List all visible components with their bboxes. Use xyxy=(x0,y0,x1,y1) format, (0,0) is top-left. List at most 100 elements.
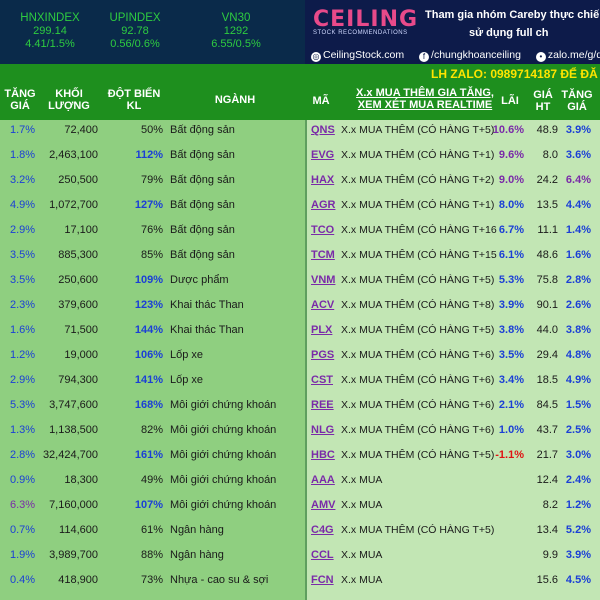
cell-code[interactable]: AAA xyxy=(311,474,335,486)
cell-volume: 1,072,700 xyxy=(49,199,98,211)
globe-icon: ◎ xyxy=(311,52,321,62)
table-row[interactable]: CCL X.x MUA 9.9 3.9% xyxy=(307,545,600,570)
table-row[interactable]: 1.7% 72,400 50% Bất động sản xyxy=(0,120,305,145)
cell-surge: 88% xyxy=(140,549,163,561)
table-row[interactable]: 2.3% 379,600 123% Khai thác Than xyxy=(0,295,305,320)
table-row[interactable]: 3.5% 885,300 85% Bất động sản xyxy=(0,245,305,270)
cell-surge: 79% xyxy=(140,174,163,186)
table-row[interactable]: C4G X.x MUA THÊM (CÓ HÀNG T+5) 13.4 5.2% xyxy=(307,520,600,545)
table-row[interactable]: 2.9% 17,100 76% Bất động sản xyxy=(0,220,305,245)
cell-code[interactable]: AGR xyxy=(311,199,336,211)
header-increase[interactable]: TĂNG GIÁ xyxy=(561,89,593,113)
cell-sector: Khai thác Than xyxy=(170,299,244,311)
cell-surge: 112% xyxy=(135,149,163,161)
header-price[interactable]: GIÁ HT xyxy=(533,89,553,113)
table-row[interactable]: 3.2% 250,500 79% Bất động sản xyxy=(0,170,305,195)
table-row[interactable]: TCO X.x MUA THÊM (CÓ HÀNG T+16 6.7% 11.1 1.4… xyxy=(307,220,600,245)
table-row[interactable]: NLG X.x MUA THÊM (CÓ HÀNG T+6) 1.0% 43.7 2.5… xyxy=(307,420,600,445)
cell-surge: 144% xyxy=(134,324,163,336)
table-row[interactable]: HAX X.x MUA THÊM (CÓ HÀNG T+2) 9.0% 24.2 6.4… xyxy=(307,170,600,195)
table-row[interactable]: AMV X.x MUA 8.2 1.2% xyxy=(307,495,600,520)
cell-code[interactable]: REE xyxy=(311,399,334,411)
table-row[interactable]: 6.3% 7,160,000 107% Môi giới chứng khoán xyxy=(0,495,305,520)
table-row[interactable]: QNS X.x MUA THÊM (CÓ HÀNG T+5) 10.6% 48.9 3.… xyxy=(307,120,600,145)
cell-code[interactable]: PLX xyxy=(311,324,333,336)
cell-code[interactable]: ACV xyxy=(311,299,335,311)
cell-code[interactable]: NLG xyxy=(311,424,335,436)
cell-code[interactable]: AMV xyxy=(311,499,336,511)
cell-code[interactable]: VNM xyxy=(311,274,336,286)
header-surge[interactable]: ĐỘT BIẾN KL xyxy=(107,88,161,112)
cell-increase: 1.2% xyxy=(565,499,591,511)
table-row[interactable]: 1.9% 3,989,700 88% Ngân hàng xyxy=(0,545,305,570)
cell-code[interactable]: TCM xyxy=(311,249,335,261)
table-row[interactable]: FCN X.x MUA 15.6 4.5% xyxy=(307,570,600,595)
table-row[interactable]: ACV X.x MUA THÊM (CÓ HÀNG T+8) 3.9% 90.1 2.6… xyxy=(307,295,600,320)
cell-volume: 7,160,000 xyxy=(49,499,98,511)
table-row[interactable]: 0.4% 418,900 73% Nhựa - cao su & sợi xyxy=(0,570,305,595)
cell-change: 3.2% xyxy=(10,174,36,186)
table-row[interactable]: TCM X.x MUA THÊM (CÓ HÀNG T+15 6.1% 48.6 1.6… xyxy=(307,245,600,270)
table-row[interactable]: VNM X.x MUA THÊM (CÓ HÀNG T+5) 5.3% 75.8 2.8… xyxy=(307,270,600,295)
cell-code[interactable]: CCL xyxy=(311,549,334,561)
table-row[interactable]: 1.3% 1,138,500 82% Môi giới chứng khoán xyxy=(0,420,305,445)
cell-profit: 1.0% xyxy=(498,424,524,436)
table-row[interactable]: AAA X.x MUA 12.4 2.4% xyxy=(307,470,600,495)
zalo-link[interactable]: •zalo.me/g/qgt xyxy=(535,49,600,62)
cell-code[interactable]: TCO xyxy=(311,224,335,236)
header-sector[interactable]: NGÀNH xyxy=(214,94,256,106)
zalo-contact: LH ZALO: 0989714187 ĐỂ ĐĂ xyxy=(431,67,598,81)
table-row[interactable]: EVG X.x MUA THÊM (CÓ HÀNG T+1) 9.6% 8.0 3.6% xyxy=(307,145,600,170)
cell-change: 0.4% xyxy=(10,574,36,586)
cell-price: 29.4 xyxy=(536,349,558,361)
table-row[interactable]: PGS X.x MUA THÊM (CÓ HÀNG T+6) 3.5% 29.4 4.8… xyxy=(307,345,600,370)
website-link[interactable]: ◎ CeilingStock.com xyxy=(311,49,405,62)
header-change[interactable]: TĂNG GIÁ xyxy=(4,88,36,112)
header-note[interactable]: X.x MUA THÊM GIA TĂNG, XEM XÉT MUA REALT… xyxy=(356,87,494,111)
table-row[interactable]: 5.3% 3,747,600 168% Môi giới chứng khoán xyxy=(0,395,305,420)
cell-surge: 123% xyxy=(134,299,163,311)
cell-profit: 2.1% xyxy=(498,399,524,411)
cell-volume: 885,300 xyxy=(58,249,98,261)
cell-increase: 1.4% xyxy=(565,224,591,236)
table-row[interactable]: CST X.x MUA THÊM (CÓ HÀNG T+6) 3.4% 18.5 4.9… xyxy=(307,370,600,395)
cell-profit: -1.1% xyxy=(495,449,524,461)
cell-profit: 3.9% xyxy=(498,299,524,311)
header-volume[interactable]: KHỐI LƯỢNG xyxy=(48,88,90,112)
promo-line-1: Tham gia nhóm Careby thực chiến, xyxy=(425,9,600,21)
table-row[interactable]: PLX X.x MUA THÊM (CÓ HÀNG T+5) 3.8% 44.0 3.8… xyxy=(307,320,600,345)
table-row[interactable]: REE X.x MUA THÊM (CÓ HÀNG T+6) 2.1% 84.5 1.5… xyxy=(307,395,600,420)
cell-code[interactable]: HBC xyxy=(311,449,335,461)
table-row[interactable]: 4.9% 1,072,700 127% Bất động sản xyxy=(0,195,305,220)
cell-code[interactable]: QNS xyxy=(311,124,335,136)
table-row[interactable]: HBC X.x MUA THÊM (CÓ HÀNG T+5) -1.1% 21.7 3.… xyxy=(307,445,600,470)
table-row[interactable]: 0.7% 114,600 61% Ngân hàng xyxy=(0,520,305,545)
header-code[interactable]: MÃ xyxy=(312,95,330,107)
cell-code[interactable]: FCN xyxy=(311,574,334,586)
cell-code[interactable]: C4G xyxy=(311,524,334,536)
table-row[interactable]: 1.2% 19,000 106% Lốp xe xyxy=(0,345,305,370)
cell-code[interactable]: PGS xyxy=(311,349,335,361)
cell-increase: 3.0% xyxy=(565,449,591,461)
cell-code[interactable]: CST xyxy=(311,374,333,386)
cell-code[interactable]: HAX xyxy=(311,174,335,186)
table-row[interactable]: AGR X.x MUA THÊM (CÓ HÀNG T+1) 8.0% 13.5 4.4… xyxy=(307,195,600,220)
cell-volume: 794,300 xyxy=(58,374,98,386)
cell-change: 2.3% xyxy=(10,299,36,311)
header-profit[interactable]: LÃI xyxy=(501,95,519,107)
table-row[interactable]: 2.8% 32,424,700 161% Môi giới chứng khoán xyxy=(0,445,305,470)
cell-code[interactable]: EVG xyxy=(311,149,335,161)
index-value: 92.78 xyxy=(121,25,149,37)
cell-surge: 73% xyxy=(140,574,163,586)
table-row[interactable]: 0.9% 18,300 49% Môi giới chứng khoán xyxy=(0,470,305,495)
cell-volume: 17,100 xyxy=(64,224,98,236)
cell-price: 43.7 xyxy=(536,424,558,436)
recommendation-table: QNS X.x MUA THÊM (CÓ HÀNG T+5) 10.6% 48.9 3.… xyxy=(305,120,600,600)
facebook-link[interactable]: f/chungkhoanceiling xyxy=(419,49,527,62)
cell-surge: 106% xyxy=(134,349,163,361)
table-row[interactable]: 1.8% 2,463,100 112% Bất động sản xyxy=(0,145,305,170)
table-row[interactable]: 1.6% 71,500 144% Khai thác Than xyxy=(0,320,305,345)
table-row[interactable]: 3.5% 250,600 109% Dược phẩm xyxy=(0,270,305,295)
table-row[interactable]: 2.9% 794,300 141% Lốp xe xyxy=(0,370,305,395)
cell-surge: 76% xyxy=(140,224,163,236)
